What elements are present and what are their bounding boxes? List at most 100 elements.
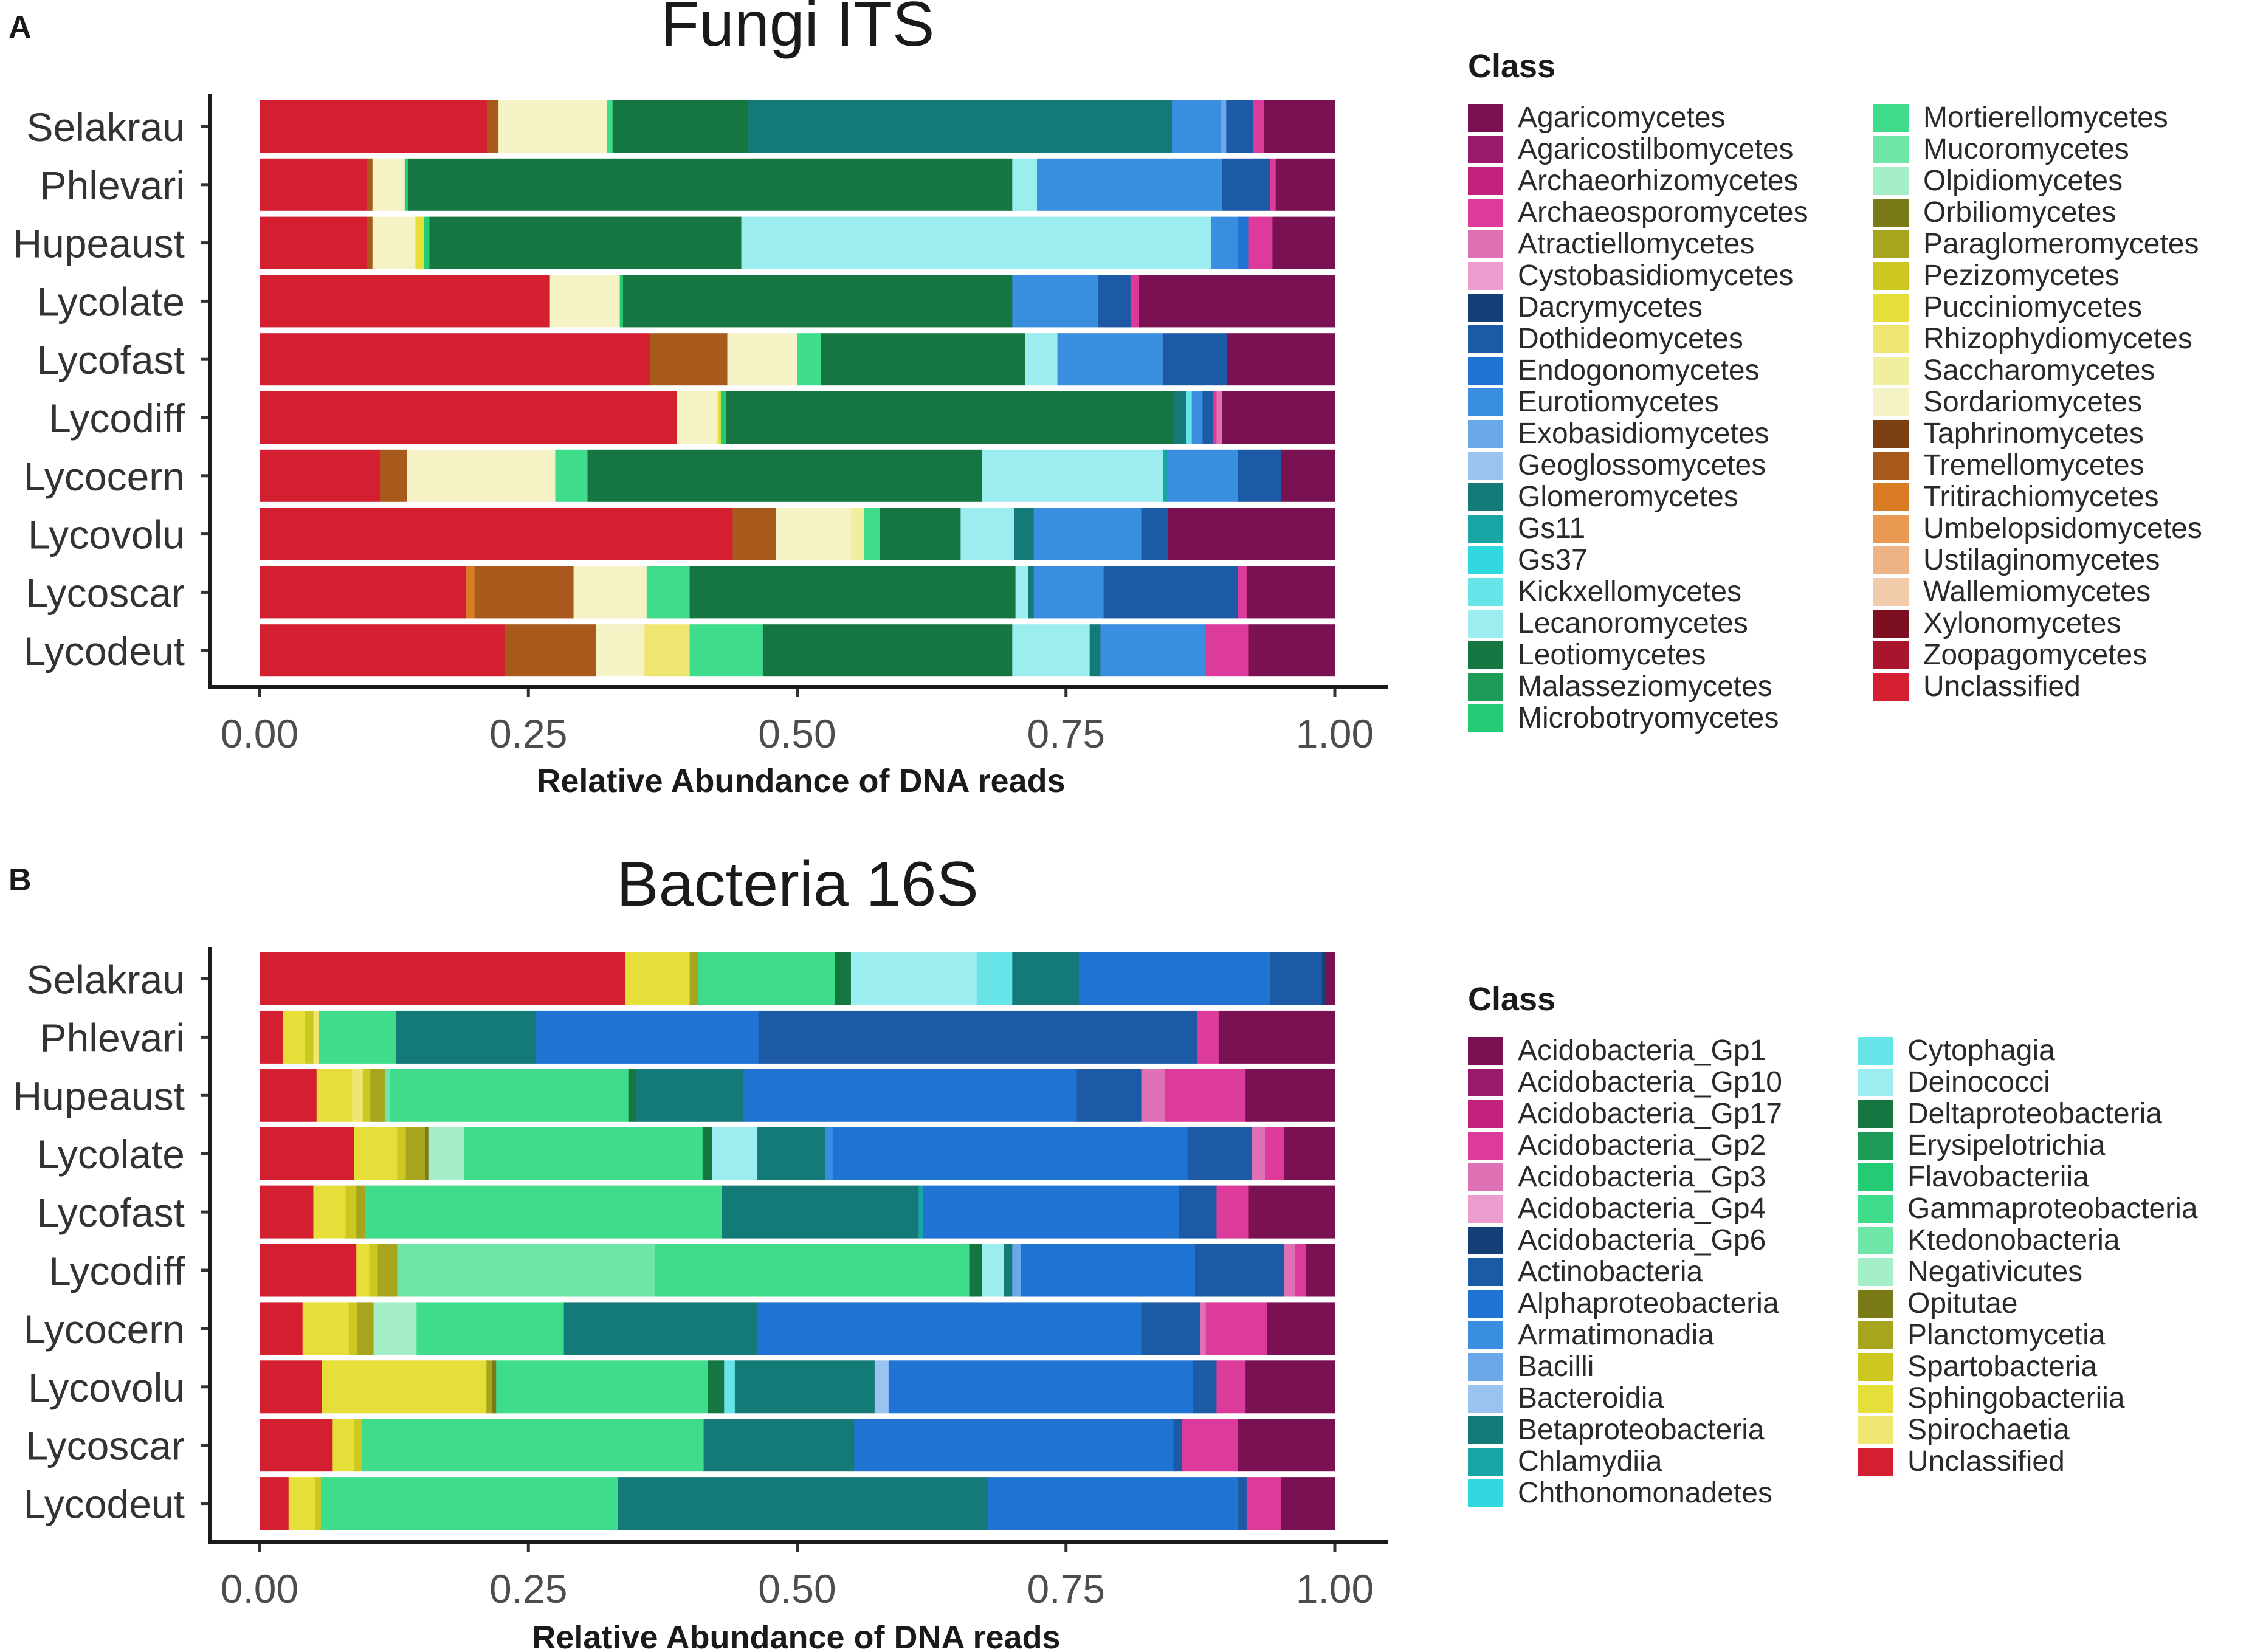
bacteria-bar-lycolate-opitutae	[425, 1127, 429, 1180]
fungi-bar-lycodeut-lecanoromycetes	[1012, 624, 1090, 676]
fungi-bar-lycofast-mortierellomycetes	[797, 333, 822, 385]
bacteria-legend-swatch-alphaproteobacteria	[1468, 1290, 1503, 1318]
fungi-bar-lycodeut-tremellomycetes	[505, 624, 596, 676]
fungi-legend-swatch-gs37	[1468, 546, 1503, 574]
fungi-bar-phlevari-unclassified	[260, 159, 368, 211]
bacteria-legend-label-planctomycetia: Planctomycetia	[1907, 1319, 2106, 1351]
fungi-legend-label-leotiomycetes: Leotiomycetes	[1518, 639, 1706, 671]
bacteria-bar-lycodeut-acidobacteria-gp1	[1281, 1477, 1335, 1530]
fungi-legend-label-lecanoromycetes: Lecanoromycetes	[1518, 607, 1748, 639]
fungi-bar-selakrau-eurotiomycetes	[1172, 100, 1221, 153]
fungi-bar-lycodiff-agaricomycetes	[1222, 391, 1335, 444]
fungi-legend-swatch-endogonomycetes	[1468, 357, 1503, 385]
fungi-bar-lycodiff-pucciniomycetes	[718, 391, 722, 444]
fungi-bar-phlevari-agaricomycetes	[1276, 159, 1335, 211]
bacteria-bar-lycovolu-actinobacteria	[1193, 1360, 1217, 1413]
fungi-legend-label-dothideomycetes: Dothideomycetes	[1518, 323, 1743, 355]
fungi-legend-label-dacrymycetes: Dacrymycetes	[1518, 291, 1703, 323]
fungi-bar-lycoscar-lecanoromycetes	[1016, 566, 1029, 618]
fungi-legend-label-wallemiomycetes: Wallemiomycetes	[1923, 576, 2151, 608]
fungi-x-tick-label-2: 0.50	[758, 711, 836, 756]
bacteria-bar-lycoscar-betaproteobacteria	[704, 1419, 855, 1471]
bacteria-bar-hupeaust-ktedonobacteria	[385, 1069, 390, 1122]
bacteria-bar-lycocern-acidobacteria-gp2	[1206, 1302, 1267, 1355]
fungi-legend-swatch-geoglossomycetes	[1468, 452, 1503, 480]
bacteria-legend-swatch-acidobacteria-gp6	[1468, 1227, 1503, 1254]
fungi-x-tick-label-4: 1.00	[1296, 711, 1374, 756]
bacteria-legend-swatch-gammaproteobacteria	[1858, 1195, 1893, 1223]
bacteria-legend-swatch-deltaproteobacteria	[1858, 1100, 1893, 1128]
bacteria-bar-selakrau-cytophagia	[977, 952, 1013, 1005]
fungi-bar-phlevari-lecanoromycetes	[1012, 159, 1037, 211]
fungi-bar-lycocern-leotiomycetes	[588, 450, 983, 502]
fungi-legend-swatch-unclassified	[1873, 673, 1909, 701]
bacteria-bar-lycodiff-spartobacteria	[369, 1244, 378, 1297]
fungi-bar-phlevari-dothideomycetes	[1222, 159, 1270, 211]
bacteria-x-tick-label-0: 0.00	[221, 1566, 298, 1611]
fungi-legend-label-saccharomycetes: Saccharomycetes	[1923, 354, 2155, 387]
bacteria-bar-lycoscar-gammaproteobacteria	[362, 1419, 704, 1471]
fungi-legend-label-unclassified: Unclassified	[1923, 670, 2081, 703]
bacteria-bar-selakrau-alphaproteobacteria	[1079, 952, 1270, 1005]
bacteria-bar-lycolate-sphingobacteriia	[354, 1127, 398, 1180]
bacteria-legend-label-armatimonadia: Armatimonadia	[1518, 1319, 1714, 1351]
fungi-y-label-selakrau: Selakrau	[27, 105, 185, 150]
fungi-legend-swatch-paraglomeromycetes	[1873, 230, 1909, 258]
bacteria-bar-lycoscar-unclassified	[260, 1419, 333, 1471]
bacteria-bar-selakrau-acidobacteria-gp6	[1322, 952, 1327, 1005]
fungi-x-tick-label-0: 0.00	[221, 711, 298, 756]
bacteria-y-label-lycolate: Lycolate	[37, 1132, 185, 1177]
bacteria-x-tick-label-3: 0.75	[1027, 1566, 1105, 1611]
bacteria-legend-label-acidobacteria-gp10: Acidobacteria_Gp10	[1518, 1066, 1782, 1098]
bacteria-y-label-hupeaust: Hupeaust	[13, 1073, 185, 1118]
fungi-legend-swatch-leotiomycetes	[1468, 641, 1503, 669]
bacteria-legend-label-negativicutes: Negativicutes	[1907, 1256, 2082, 1288]
bacteria-bar-hupeaust-acidobacteria-gp1	[1245, 1069, 1335, 1122]
fungi-bar-lycocern-gs11	[1163, 450, 1168, 502]
bacteria-bar-lycodiff-deltaproteobacteria	[970, 1244, 983, 1297]
bacteria-bar-lycocern-unclassified	[260, 1302, 303, 1355]
bacteria-bar-lycodiff-alphaproteobacteria	[1021, 1244, 1195, 1297]
bacteria-bar-lycolate-acidobacteria-gp1	[1284, 1127, 1335, 1180]
bacteria-bar-lycodiff-sphingobacteriia	[356, 1244, 370, 1297]
bacteria-bar-phlevari-actinobacteria	[759, 1011, 1197, 1064]
bacteria-legend-swatch-chlamydiia	[1468, 1448, 1503, 1476]
bacteria-x-tick-labels: 0.00 0.25 0.50 0.75 1.00	[221, 1542, 1374, 1611]
bacteria-legend-swatch-sphingobacteriia	[1858, 1385, 1893, 1413]
bacteria-bar-phlevari-spartobacteria	[305, 1011, 314, 1064]
bacteria-legend-swatch-actinobacteria	[1468, 1258, 1503, 1286]
fungi-bar-lycoscar-archaeosporomycetes	[1238, 566, 1247, 618]
fungi-y-label-lycovolu: Lycovolu	[28, 512, 185, 557]
fungi-bar-lycodeut-mortierellomycetes	[690, 624, 763, 676]
fungi-bar-lycofast-eurotiomycetes	[1058, 333, 1163, 385]
fungi-bar-phlevari-eurotiomycetes	[1037, 159, 1222, 211]
fungi-x-tick-label-1: 0.25	[489, 711, 567, 756]
bacteria-legend-swatch-acidobacteria-gp17	[1468, 1100, 1503, 1128]
fungi-bar-lycocern-tremellomycetes	[380, 450, 407, 502]
fungi-bar-lycoscar-eurotiomycetes	[1034, 566, 1104, 618]
bacteria-bar-lycodiff-gammaproteobacteria	[655, 1244, 970, 1297]
fungi-bars	[260, 100, 1335, 676]
fungi-y-label-phlevari: Phlevari	[40, 163, 185, 208]
fungi-bar-lycodeut-leotiomycetes	[763, 624, 1013, 676]
fungi-bar-lycovolu-sordariomycetes	[776, 508, 851, 560]
bacteria-bar-lycovolu-acidobacteria-gp2	[1216, 1360, 1245, 1413]
bacteria-legend-label-chthonomonadetes: Chthonomonadetes	[1518, 1477, 1772, 1509]
bacteria-bar-lycolate-negativicutes	[429, 1127, 464, 1180]
fungi-bar-phlevari-tremellomycetes	[367, 159, 373, 211]
bacteria-legend-swatch-spirochaetia	[1858, 1416, 1893, 1444]
fungi-bar-phlevari-leotiomycetes	[408, 159, 1013, 211]
fungi-bar-selakrau-mortierellomycetes	[607, 100, 613, 153]
bacteria-bar-lycoscar-spartobacteria	[354, 1419, 362, 1471]
bacteria-bar-lycoscar-actinobacteria	[1174, 1419, 1183, 1471]
fungi-bar-lycocern-lecanoromycetes	[982, 450, 1163, 502]
bacteria-bar-lycofast-planctomycetia	[356, 1186, 365, 1239]
bacteria-bar-selakrau-betaproteobacteria	[1012, 952, 1079, 1005]
fungi-legend-label-taphrinomycetes: Taphrinomycetes	[1923, 418, 2144, 450]
fungi-legend-label-geoglossomycetes: Geoglossomycetes	[1518, 449, 1766, 481]
fungi-bar-phlevari-sordariomycetes	[373, 159, 405, 211]
bacteria-y-label-lycocern: Lycocern	[24, 1307, 185, 1352]
bacteria-bar-lycodiff-bacilli	[1012, 1244, 1021, 1297]
fungi-bar-lycodiff-dothideomycetes	[1202, 391, 1213, 444]
fungi-y-label-lycodiff: Lycodiff	[49, 396, 185, 441]
